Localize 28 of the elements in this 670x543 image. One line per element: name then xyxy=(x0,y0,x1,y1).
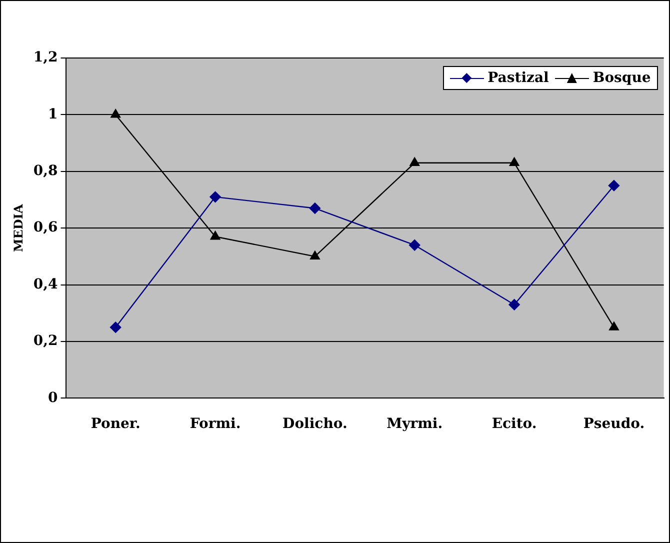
y-tick-label: 0 xyxy=(48,390,58,406)
x-tick-label: Ecito. xyxy=(492,416,537,432)
point xyxy=(210,191,221,203)
y-tick-label: 0,6 xyxy=(33,220,58,236)
y-tick-label: 0,4 xyxy=(33,276,58,292)
point xyxy=(608,180,620,192)
point xyxy=(110,322,122,333)
x-tick-label: Formi. xyxy=(190,416,241,432)
x-tick-label: Pseudo. xyxy=(583,416,645,432)
x-tick-label: Poner. xyxy=(90,416,140,432)
point xyxy=(609,322,619,330)
y-axis-title: MEDIA xyxy=(11,204,26,252)
point xyxy=(309,202,321,214)
y-tick-label: 0,8 xyxy=(33,163,58,180)
y-tick-label: 1,2 xyxy=(33,50,58,66)
y-tick-label: 0,2 xyxy=(33,333,58,350)
point xyxy=(210,231,220,240)
point xyxy=(409,240,420,251)
x-tick-label: Dolicho. xyxy=(282,416,348,432)
point xyxy=(310,250,320,260)
point xyxy=(410,157,420,166)
point xyxy=(110,109,121,118)
legend-label: Bosque xyxy=(592,70,651,86)
point xyxy=(508,299,520,310)
point xyxy=(509,157,520,166)
y-tick-label: 1 xyxy=(48,106,58,122)
x-tick-label: Myrmi. xyxy=(386,416,443,432)
legend-label: Pastizal xyxy=(488,70,549,86)
